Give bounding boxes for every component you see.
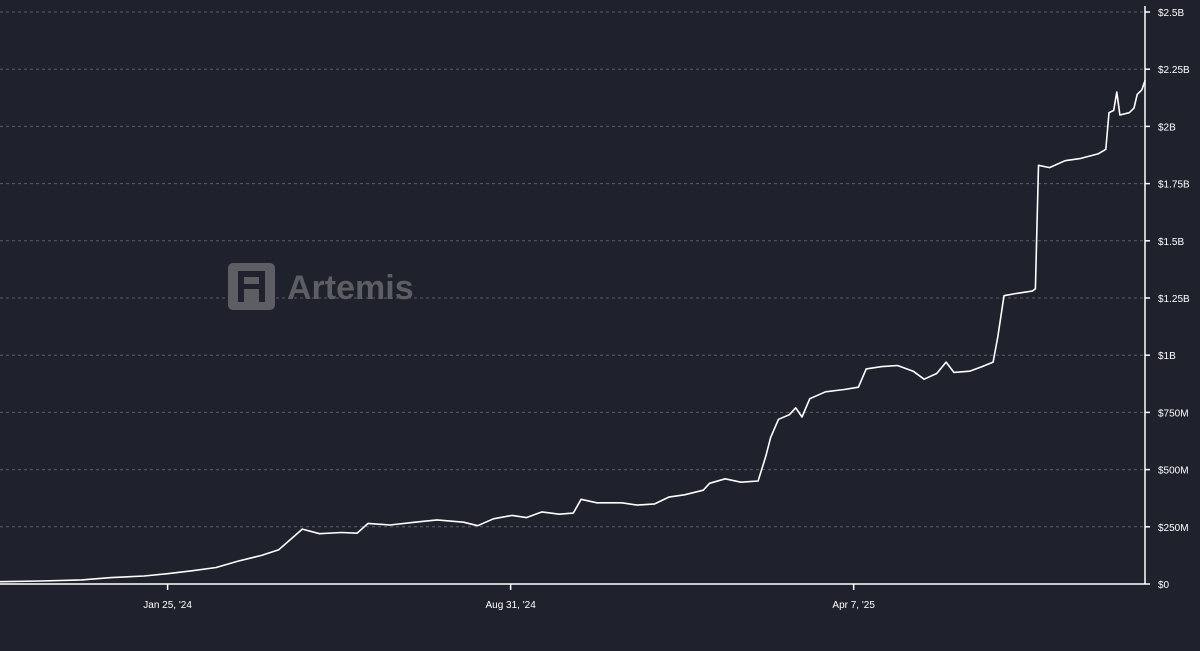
series-layer — [0, 79, 1146, 583]
y-tick-label: $1.25B — [1158, 294, 1190, 305]
y-tick-label: $2B — [1158, 122, 1176, 133]
y-tick-label: $0 — [1158, 580, 1170, 591]
watermark-text: Artemis — [287, 269, 414, 307]
y-tick-label: $500M — [1158, 466, 1189, 477]
series-line — [0, 79, 1146, 583]
artemis-logo-icon — [228, 263, 275, 310]
y-tick-label: $2.5B — [1158, 8, 1184, 19]
y-tick-label: $2.25B — [1158, 65, 1190, 76]
x-tick-label: Jan 25, '24 — [143, 600, 192, 611]
y-tick-label: $750M — [1158, 408, 1189, 419]
y-tick-label: $1.75B — [1158, 180, 1190, 191]
grid-lines — [0, 11, 1145, 528]
x-tick-label: Aug 31, '24 — [485, 600, 536, 611]
y-tick-label: $250M — [1158, 523, 1189, 534]
y-tick-label: $1B — [1158, 351, 1176, 362]
y-tick-label: $1.5B — [1158, 237, 1184, 248]
axes: $0 $250M $500M $750M $1B $1.25B $1.5B $1.75B $2B… — [0, 6, 1190, 611]
x-tick-label: Apr 7, '25 — [832, 600, 875, 611]
watermark: Artemis — [228, 263, 414, 310]
